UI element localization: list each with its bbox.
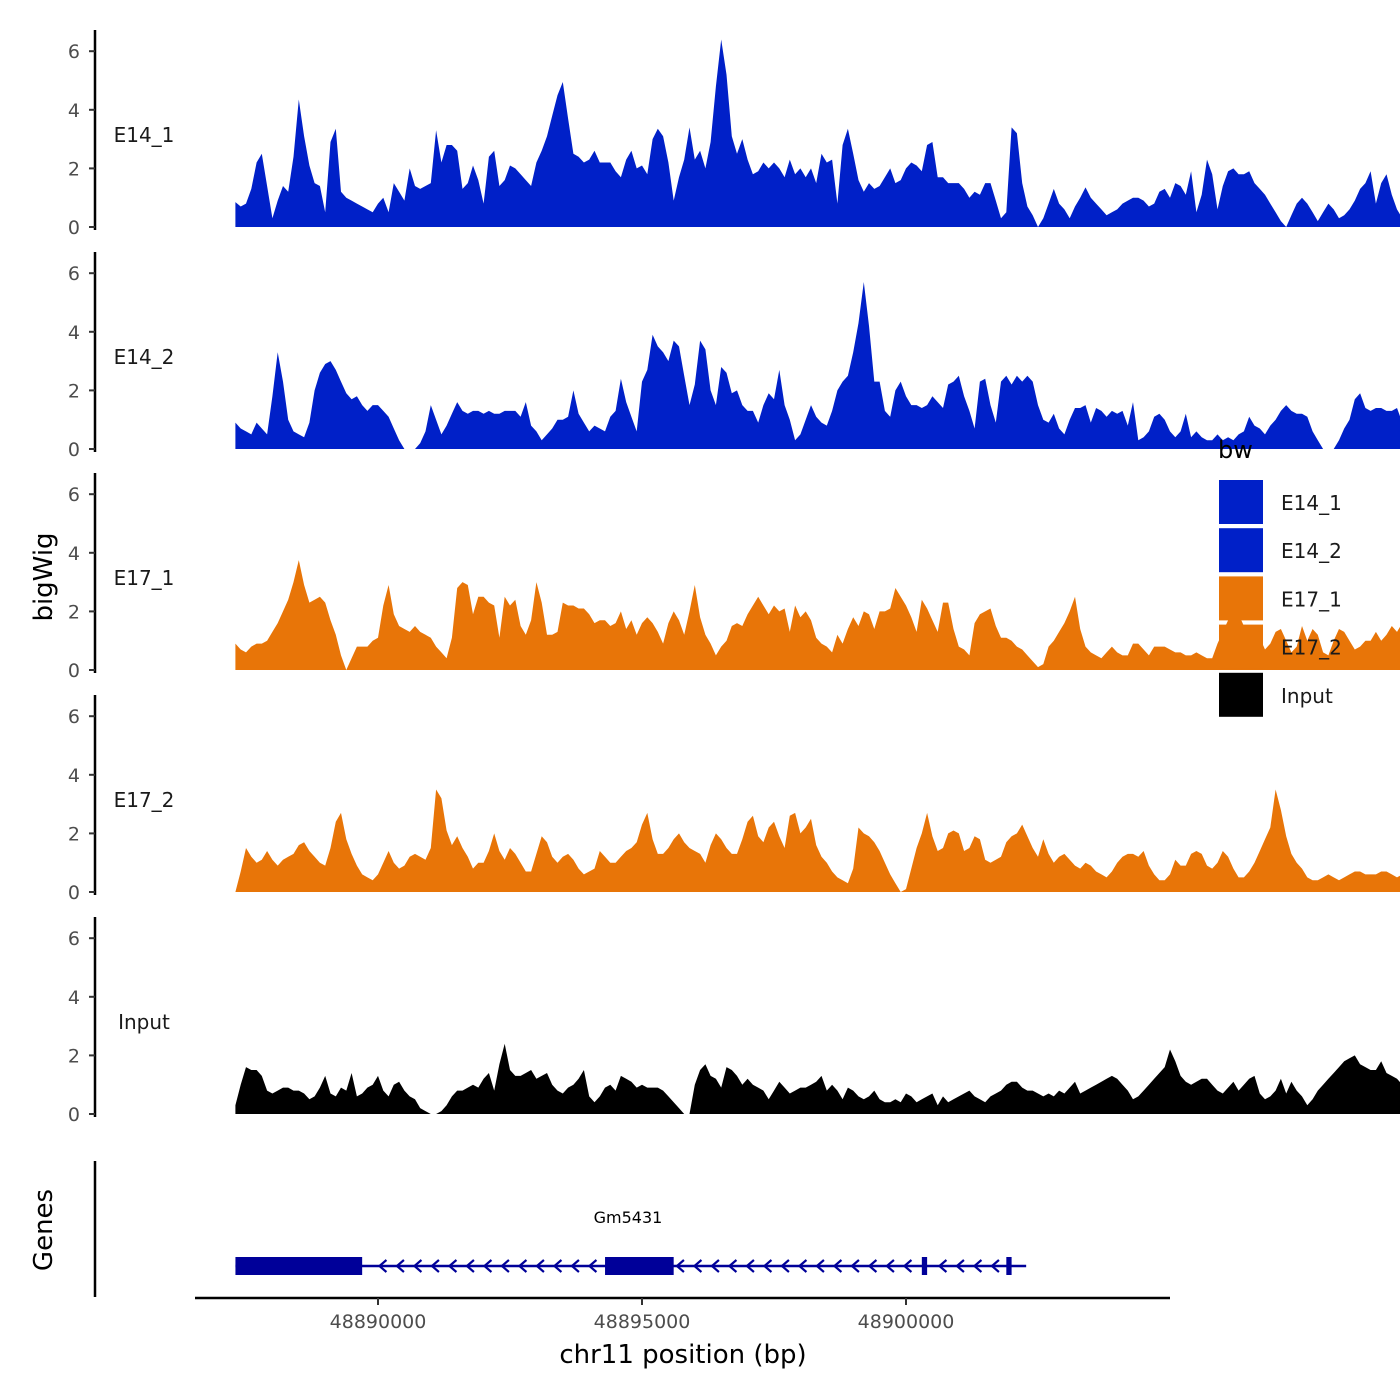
legend-title: bw bbox=[1218, 436, 1253, 464]
y-tick-label: 0 bbox=[68, 439, 80, 461]
y-tick-label: 2 bbox=[68, 158, 80, 180]
strand-arrow bbox=[447, 1259, 458, 1273]
x-tick-label: 48895000 bbox=[594, 1311, 691, 1333]
strand-arrow bbox=[710, 1259, 720, 1273]
strand-arrow bbox=[675, 1259, 685, 1273]
track-E17_1: 0 2 4 6 E17_1 bbox=[68, 473, 1400, 682]
strand-arrow bbox=[727, 1259, 738, 1273]
signal-area-Input bbox=[235, 1043, 1400, 1114]
legend-swatch-E17_2 bbox=[1219, 624, 1263, 669]
strand-arrow bbox=[395, 1259, 405, 1273]
y-tick-label: 6 bbox=[68, 263, 80, 285]
y-tick-label: 2 bbox=[68, 1045, 80, 1067]
y-tick-label: 6 bbox=[68, 928, 80, 950]
legend-label-E17_2: E17_2 bbox=[1281, 636, 1342, 660]
x-axis: 48890000 48895000 48900000 bbox=[195, 1296, 1170, 1333]
legend-label-Input: Input bbox=[1281, 684, 1333, 708]
strand-arrow bbox=[937, 1259, 948, 1273]
track-label-E14_2: E14_2 bbox=[114, 345, 175, 369]
track-E14_1: 0 2 4 6 E14_1 bbox=[68, 30, 1400, 239]
exon-block bbox=[1006, 1257, 1012, 1275]
y-tick-label: 4 bbox=[68, 987, 80, 1009]
strand-arrow bbox=[412, 1259, 423, 1273]
strand-arrow bbox=[587, 1259, 598, 1273]
y-tick-label: 6 bbox=[68, 484, 80, 506]
gene-name-label: Gm5431 bbox=[594, 1208, 663, 1227]
y-tick-label: 4 bbox=[68, 322, 80, 344]
exon-block bbox=[235, 1257, 363, 1275]
signal-area-E17_1 bbox=[235, 560, 1400, 670]
track-E14_2: 0 2 4 6 E14_2 bbox=[68, 252, 1400, 461]
strand-arrow bbox=[780, 1259, 790, 1273]
strand-arrow bbox=[535, 1259, 545, 1273]
strand-arrow bbox=[885, 1259, 895, 1273]
strand-arrow bbox=[867, 1259, 878, 1273]
track-label-E14_1: E14_1 bbox=[114, 123, 175, 147]
track-Input: 0 2 4 6 Input bbox=[68, 917, 1400, 1126]
legend-label-E14_1: E14_1 bbox=[1281, 491, 1342, 515]
strand-arrow bbox=[570, 1259, 580, 1273]
genes-axis-title: Genes bbox=[29, 1189, 59, 1271]
track-E17_2: 0 2 4 6 E17_2 bbox=[68, 695, 1400, 904]
y-tick-label: 2 bbox=[68, 601, 80, 623]
exon-block bbox=[921, 1257, 928, 1275]
track-label-E17_1: E17_1 bbox=[114, 566, 175, 590]
x-tick-label: 48890000 bbox=[330, 1311, 427, 1333]
strand-arrow bbox=[955, 1259, 965, 1273]
signal-area-E14_1 bbox=[235, 39, 1400, 227]
y-tick-label: 2 bbox=[68, 380, 80, 402]
strand-arrow bbox=[377, 1259, 388, 1273]
x-tick-label: 48900000 bbox=[858, 1311, 955, 1333]
signal-tracks: 0 2 4 6 E14_1 0 2 4 6 E14_2 0 2 4 6 E17_1 0 2 4 6 E17_2 0 2 4 6… bbox=[68, 30, 1400, 1126]
y-tick-label: 0 bbox=[68, 1104, 80, 1126]
strand-arrow bbox=[430, 1259, 440, 1273]
strand-arrow bbox=[850, 1259, 860, 1273]
strand-arrow bbox=[517, 1259, 528, 1273]
legend-label-E14_2: E14_2 bbox=[1281, 539, 1342, 563]
gene-track: Gm5431 bbox=[93, 1161, 1027, 1297]
strand-arrow bbox=[465, 1259, 475, 1273]
y-tick-label: 4 bbox=[68, 765, 80, 787]
x-axis-title: chr11 position (bp) bbox=[559, 1340, 806, 1370]
y-tick-label: 0 bbox=[68, 882, 80, 904]
legend: bw E14_1 E14_2 E17_1 E17_2 Input bbox=[1218, 436, 1342, 717]
strand-arrow bbox=[552, 1259, 563, 1273]
strand-arrow bbox=[500, 1259, 510, 1273]
strand-arrow bbox=[762, 1259, 773, 1273]
signal-area-E14_2 bbox=[235, 282, 1400, 449]
legend-swatch-E14_2 bbox=[1219, 528, 1263, 573]
strand-arrow bbox=[692, 1259, 703, 1273]
strand-arrow bbox=[990, 1259, 1000, 1273]
y-tick-label: 0 bbox=[68, 217, 80, 239]
track-label-Input: Input bbox=[118, 1010, 170, 1034]
y-axis-title: bigWig bbox=[29, 532, 59, 621]
legend-swatch-E17_1 bbox=[1219, 576, 1263, 621]
y-tick-label: 4 bbox=[68, 543, 80, 565]
strand-arrow bbox=[797, 1259, 808, 1273]
strand-arrow bbox=[832, 1259, 843, 1273]
strand-arrow bbox=[972, 1259, 983, 1273]
y-tick-label: 6 bbox=[68, 41, 80, 63]
exon-block bbox=[605, 1257, 674, 1275]
y-tick-label: 4 bbox=[68, 100, 80, 122]
y-tick-label: 0 bbox=[68, 660, 80, 682]
strand-arrow bbox=[815, 1259, 825, 1273]
strand-arrow bbox=[902, 1259, 913, 1273]
legend-swatch-Input bbox=[1219, 672, 1263, 717]
legend-label-E17_1: E17_1 bbox=[1281, 587, 1342, 611]
strand-arrow bbox=[745, 1259, 755, 1273]
y-tick-label: 2 bbox=[68, 823, 80, 845]
y-tick-label: 6 bbox=[68, 706, 80, 728]
signal-area-E17_2 bbox=[235, 789, 1400, 892]
strand-arrow bbox=[482, 1259, 493, 1273]
track-label-E17_2: E17_2 bbox=[114, 788, 175, 812]
legend-swatch-E14_1 bbox=[1219, 480, 1263, 524]
